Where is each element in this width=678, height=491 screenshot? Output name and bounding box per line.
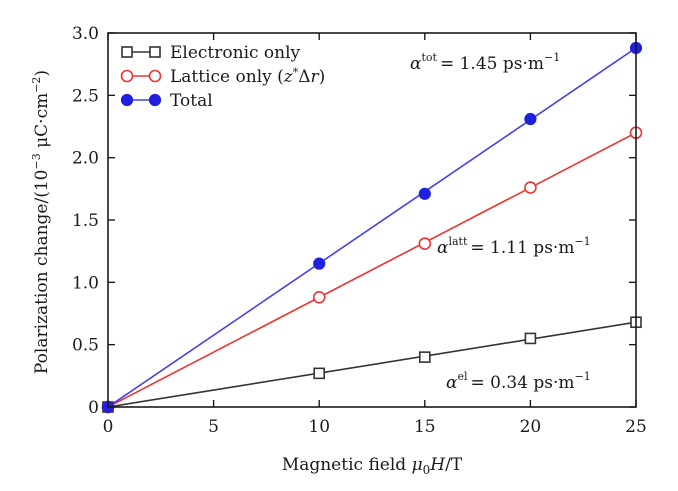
data-point-total [418, 187, 431, 200]
data-point-total [313, 257, 326, 270]
legend-label-lattice: Lattice only (z*Δr) [170, 66, 325, 87]
data-point-lattice [312, 290, 326, 304]
data-point-electronic [418, 351, 431, 363]
y-tick-label: 1.0 [72, 273, 99, 293]
legend: Electronic only Lattice only (z*Δr) Tota… [120, 43, 325, 111]
legend-marker-electronic-right [149, 46, 161, 58]
y-axis-label: Polarization change/(10−3 μC·cm−2) [30, 70, 52, 374]
data-point-electronic [524, 332, 537, 345]
legend-item-lattice: Lattice only (z*Δr) [120, 66, 325, 87]
x-tick-label: 0 [103, 417, 114, 437]
legend-item-electronic: Electronic only [121, 43, 301, 63]
y-axis-ticks: 0 0.5 1.0 1.5 2.0 2.5 3.0 [72, 24, 636, 418]
x-tick-label: 5 [208, 417, 219, 437]
legend-marker-total-left [120, 93, 134, 107]
annotation-alpha-el: αel = 0.34 ps·m−1 [446, 370, 591, 393]
y-tick-label: 0 [88, 398, 99, 418]
y-tick-label: 0.5 [72, 336, 99, 356]
y-tick-label: 3.0 [72, 24, 99, 44]
data-point-lattice [524, 181, 537, 194]
series-line-lattice [107, 132, 637, 408]
y-tick-label: 2.0 [72, 149, 99, 169]
plot-frame [107, 32, 637, 408]
legend-label-total: Total [170, 91, 213, 111]
x-axis-ticks: 0 5 10 15 20 25 [103, 33, 647, 437]
x-tick-label: 25 [625, 417, 647, 437]
annotation-alpha-tot: αtot = 1.45 ps·m−1 [410, 51, 560, 74]
legend-label-electronic: Electronic only [170, 43, 301, 63]
series-line-electronic [107, 321, 637, 408]
x-tick-label: 10 [308, 417, 330, 437]
y-tick-label: 2.5 [72, 86, 99, 106]
data-point-electronic [313, 367, 326, 380]
data-point-lattice [418, 237, 432, 250]
legend-marker-total-right [148, 93, 162, 107]
legend-marker-electronic-left [121, 46, 133, 58]
data-point-total [524, 112, 537, 126]
fit-lines [107, 47, 637, 408]
x-tick-label: 20 [520, 417, 542, 437]
legend-marker-lattice-right [148, 69, 162, 83]
series-line-total [107, 47, 637, 408]
x-axis-label: Magnetic field μ0H/T [282, 455, 463, 477]
annotation-alpha-latt: αlatt = 1.11 ps·m−1 [437, 235, 591, 258]
y-tick-label: 1.5 [72, 211, 99, 231]
legend-marker-lattice-left [120, 69, 134, 83]
legend-item-total: Total [120, 91, 213, 111]
x-tick-label: 15 [414, 417, 436, 437]
